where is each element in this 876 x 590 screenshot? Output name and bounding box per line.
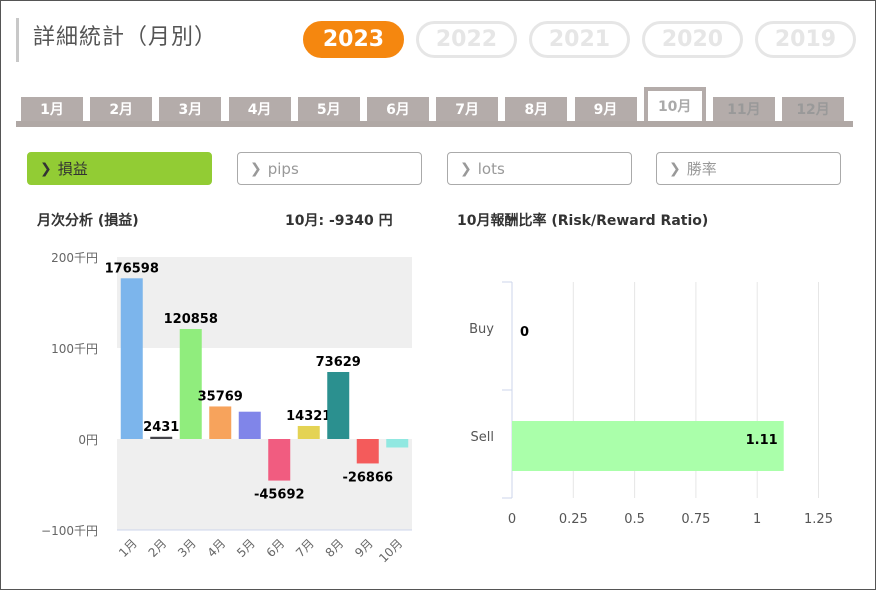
- tab-month-7[interactable]: 7月: [436, 97, 499, 121]
- data-label: 73629: [316, 355, 361, 370]
- data-label: 120858: [164, 312, 218, 327]
- metric-button-winrate[interactable]: ❯ 勝率: [656, 152, 841, 185]
- y-tick-label: 200千円: [51, 251, 98, 265]
- plot-band-upper: [117, 257, 412, 348]
- tab-month-3[interactable]: 3月: [159, 97, 222, 121]
- metric-label: lots: [477, 159, 505, 178]
- bar-9: [356, 439, 379, 464]
- year-pill-2020[interactable]: 2020: [642, 21, 743, 58]
- data-label: 1.11: [746, 433, 778, 448]
- year-pill-2021[interactable]: 2021: [529, 21, 630, 58]
- month-summary: 10月: -9340 円: [285, 213, 393, 229]
- y-tick-label: 0円: [78, 433, 98, 447]
- x-tick-label: 5月: [234, 536, 258, 560]
- metric-button-pips[interactable]: ❯ pips: [237, 152, 422, 185]
- bar-8: [327, 371, 350, 439]
- month-tabs-baseline: [16, 121, 853, 127]
- x-tick-label: 3月: [175, 536, 199, 560]
- tab-month-6[interactable]: 6月: [366, 97, 429, 121]
- bar-1: [120, 278, 143, 439]
- tab-month-1[interactable]: 1月: [21, 97, 83, 121]
- x-tick-label: 6月: [264, 536, 288, 560]
- metric-button-lots[interactable]: ❯ lots: [447, 152, 632, 185]
- x-tick-label: 0.75: [681, 512, 710, 527]
- month-tabs: 1月 2月 3月 4月 5月 6月 7月 8月 9月 10月 11月 12月: [21, 87, 851, 121]
- x-tick-label: 8月: [323, 536, 347, 560]
- data-label: -26866: [342, 470, 393, 485]
- year-selector: 2023 2022 2021 2020 2019: [303, 21, 868, 58]
- x-tick-label: 1: [753, 512, 761, 527]
- data-label: 176598: [105, 261, 159, 276]
- data-label: -45692: [254, 488, 305, 503]
- bar-4: [209, 406, 232, 439]
- tab-month-5[interactable]: 5月: [297, 97, 360, 121]
- x-tick-label: 0: [508, 512, 516, 527]
- tab-month-2[interactable]: 2月: [90, 97, 153, 121]
- data-label: 14321: [286, 409, 331, 424]
- year-pill-2022[interactable]: 2022: [416, 21, 517, 58]
- metric-label: pips: [267, 159, 299, 178]
- y-tick-label: 100千円: [51, 342, 98, 356]
- x-tick-label: 1.25: [804, 512, 833, 527]
- x-tick-label: 7月: [293, 536, 317, 560]
- year-pill-2019[interactable]: 2019: [755, 21, 856, 58]
- x-tick-label: 0.5: [624, 512, 645, 527]
- category-label: Sell: [471, 430, 494, 445]
- title-bar: 詳細統計（月別）: [16, 18, 217, 62]
- tab-month-12[interactable]: 12月: [782, 97, 845, 121]
- bar-6: [268, 439, 291, 481]
- x-tick-label: 0.25: [559, 512, 588, 527]
- bar-2: [150, 436, 173, 439]
- page-title: 詳細統計（月別）: [33, 25, 218, 50]
- monthly-bar-chart: 200千円 100千円 0円 −100千円 176598 1月 2431 2月 120858 3月…: [41, 251, 412, 565]
- x-tick-label: 4月: [205, 536, 229, 560]
- metric-button-profit[interactable]: ❯ 損益: [27, 152, 212, 185]
- ratio-chart-title: 10月報酬比率 (Risk/Reward Ratio): [457, 213, 709, 229]
- tab-month-11[interactable]: 11月: [712, 97, 775, 121]
- category-label: Buy: [469, 322, 494, 337]
- tab-month-10[interactable]: 10月: [643, 87, 706, 121]
- bar-3: [179, 329, 202, 439]
- ratio-bar-sell: [512, 421, 784, 471]
- data-label: 0: [520, 325, 529, 340]
- bar-5: [238, 411, 261, 439]
- x-tick-label: 9月: [352, 536, 376, 560]
- chevron-right-icon: ❯: [669, 160, 681, 177]
- data-label: 35769: [198, 389, 243, 404]
- chevron-right-icon: ❯: [250, 160, 262, 177]
- bar-7: [297, 425, 320, 439]
- bar-10: [386, 439, 409, 448]
- x-tick-label: 10月: [376, 536, 405, 565]
- metric-label: 損益: [57, 160, 88, 178]
- risk-reward-chart: 0 0.25 0.5 0.75 1 1.25 Buy 0 Sell 1.11: [469, 281, 833, 527]
- metric-label: 勝率: [686, 160, 717, 178]
- tab-month-4[interactable]: 4月: [228, 97, 291, 121]
- chevron-right-icon: ❯: [40, 160, 52, 177]
- year-pill-2023[interactable]: 2023: [303, 21, 404, 58]
- y-tick-label: −100千円: [41, 524, 98, 538]
- monthly-chart-title: 月次分析 (損益): [37, 213, 139, 229]
- data-label: 2431: [143, 420, 179, 435]
- tab-month-9[interactable]: 9月: [574, 97, 637, 121]
- tab-month-8[interactable]: 8月: [505, 97, 568, 121]
- x-tick-label: 1月: [116, 536, 140, 560]
- chevron-right-icon: ❯: [460, 160, 472, 177]
- x-tick-label: 2月: [146, 536, 170, 560]
